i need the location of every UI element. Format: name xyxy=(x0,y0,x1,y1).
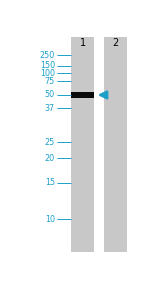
Text: 100: 100 xyxy=(40,69,55,78)
Bar xyxy=(71,38,94,252)
Text: 2: 2 xyxy=(112,38,118,48)
Text: 10: 10 xyxy=(45,214,55,224)
Bar xyxy=(71,92,94,98)
Text: 150: 150 xyxy=(40,61,55,70)
Text: 250: 250 xyxy=(40,51,55,60)
Text: 75: 75 xyxy=(45,77,55,86)
Text: 15: 15 xyxy=(45,178,55,188)
Text: 50: 50 xyxy=(45,91,55,99)
Text: 20: 20 xyxy=(45,154,55,163)
Text: 25: 25 xyxy=(45,138,55,147)
Bar xyxy=(104,38,127,252)
Text: 37: 37 xyxy=(45,104,55,113)
Text: 1: 1 xyxy=(80,38,86,48)
